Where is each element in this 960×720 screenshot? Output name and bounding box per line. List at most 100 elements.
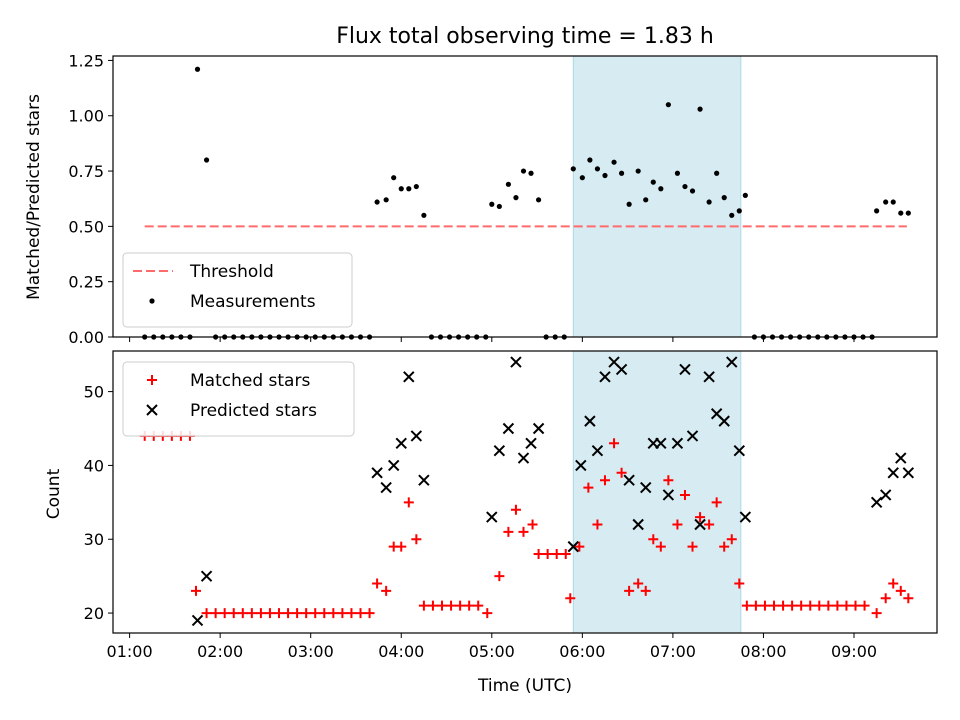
predicted-star-point <box>525 437 537 449</box>
predicted-star-point <box>599 371 611 383</box>
matched-star-point <box>583 482 594 493</box>
x-tick-label: 07:00 <box>650 642 696 661</box>
matched-star-point <box>711 497 722 508</box>
predicted-star-point <box>655 437 667 449</box>
matched-star-point <box>769 600 780 611</box>
matched-star-point <box>841 600 852 611</box>
measurement-point <box>714 170 720 176</box>
bottom-y-tick-label: 50 <box>84 383 104 402</box>
predicted-star-point <box>584 415 596 427</box>
matched-star-point <box>850 600 861 611</box>
measurement-point <box>674 170 681 176</box>
predicted-star-point <box>686 430 699 442</box>
measurement-point <box>406 186 412 192</box>
measurement-point <box>689 188 696 194</box>
matched-star-point <box>436 600 447 611</box>
predicted-star-point <box>387 459 400 472</box>
matched-star-point <box>473 600 484 611</box>
matched-star-point <box>719 541 730 552</box>
matched-star-point <box>210 608 221 619</box>
matched-star-point <box>880 593 891 604</box>
matched-star-point <box>832 600 843 611</box>
measurement-point <box>203 157 210 163</box>
legend-label: Matched stars <box>190 371 310 391</box>
measurement-point <box>729 212 735 218</box>
x-tick-label: 03:00 <box>288 642 334 661</box>
measurement-point <box>594 166 601 172</box>
matched-star-point <box>796 600 807 611</box>
matched-star-point <box>616 467 627 478</box>
matched-star-point <box>337 608 348 619</box>
matched-star-point <box>599 475 610 486</box>
predicted-star-point <box>694 518 706 531</box>
matched-star-point <box>633 578 644 589</box>
matched-star-point <box>648 534 659 545</box>
matched-star-point <box>355 608 366 619</box>
measurement-point <box>611 159 617 165</box>
legend-matched-swatch <box>147 375 157 385</box>
measurement-point <box>374 199 380 205</box>
bottom-legend-box <box>122 361 355 437</box>
matched-star-point <box>672 519 683 530</box>
matched-star-point <box>255 608 266 619</box>
matched-star-point <box>403 497 414 508</box>
matched-star-point <box>328 608 339 619</box>
measurement-point <box>489 201 495 207</box>
matched-star-point <box>411 534 422 545</box>
predicted-star-point <box>517 452 530 464</box>
matched-star-point <box>814 600 825 611</box>
matched-star-point <box>895 585 906 596</box>
x-tick-label: 06:00 <box>559 642 605 661</box>
matched-star-point <box>655 541 666 552</box>
predicted-star-point <box>191 614 204 627</box>
matched-star-point <box>759 600 770 611</box>
matched-star-point <box>201 608 212 619</box>
matched-star-point <box>823 600 834 611</box>
predicted-star-point <box>662 489 675 501</box>
measurement-point <box>513 195 519 201</box>
matched-star-point <box>560 549 571 560</box>
predicted-star-point <box>486 511 498 523</box>
predicted-star-point <box>879 489 892 501</box>
predicted-star-point <box>532 422 545 435</box>
measurement-point <box>890 199 896 205</box>
predicted-star-point <box>623 474 635 486</box>
legend-label: Predicted stars <box>190 401 317 421</box>
x-tick-label: 08:00 <box>740 642 786 661</box>
predicted-star-point <box>671 437 684 449</box>
matched-star-point <box>191 585 202 596</box>
predicted-star-point <box>870 496 883 509</box>
predicted-star-point <box>567 540 580 553</box>
predicted-star-point <box>887 467 899 479</box>
matched-star-point <box>246 608 257 619</box>
measurement-point <box>520 168 527 174</box>
measurement-point <box>391 175 397 181</box>
matched-star-point <box>228 608 239 619</box>
measurement-point <box>496 203 502 210</box>
x-tick-label: 04:00 <box>378 642 424 661</box>
measurement-point <box>736 208 742 214</box>
measurement-point <box>626 201 632 207</box>
top-legend-box <box>122 252 353 328</box>
matched-star-point <box>726 534 737 545</box>
legend-predicted-swatch <box>146 404 158 416</box>
top-observing-window <box>573 56 741 337</box>
predicted-star-point <box>371 467 383 479</box>
legend-label: Threshold <box>189 262 274 282</box>
top-y-tick-label: 0.00 <box>68 328 104 347</box>
matched-star-point <box>750 600 761 611</box>
x-tick-label: 01:00 <box>107 642 153 661</box>
matched-star-point <box>510 504 521 515</box>
measurement-point <box>742 192 748 198</box>
predicted-star-point <box>418 474 430 486</box>
matched-star-point <box>274 608 285 619</box>
matched-star-point <box>609 438 620 449</box>
bottom-y-axis-label: Count <box>44 468 64 519</box>
measurement-point <box>635 168 641 174</box>
matched-star-point <box>663 475 674 486</box>
measurement-point <box>650 179 656 185</box>
matched-star-point <box>283 608 294 619</box>
matched-star-point <box>381 585 392 596</box>
